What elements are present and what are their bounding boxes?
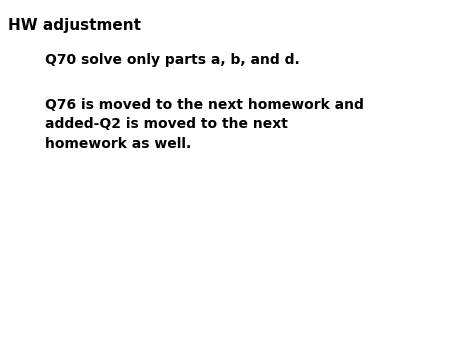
Text: Q70 solve only parts a, b, and d.: Q70 solve only parts a, b, and d.	[45, 53, 300, 67]
Text: HW adjustment: HW adjustment	[8, 18, 141, 33]
Text: Q76 is moved to the next homework and
added-Q2 is moved to the next
homework as : Q76 is moved to the next homework and ad…	[45, 98, 364, 151]
